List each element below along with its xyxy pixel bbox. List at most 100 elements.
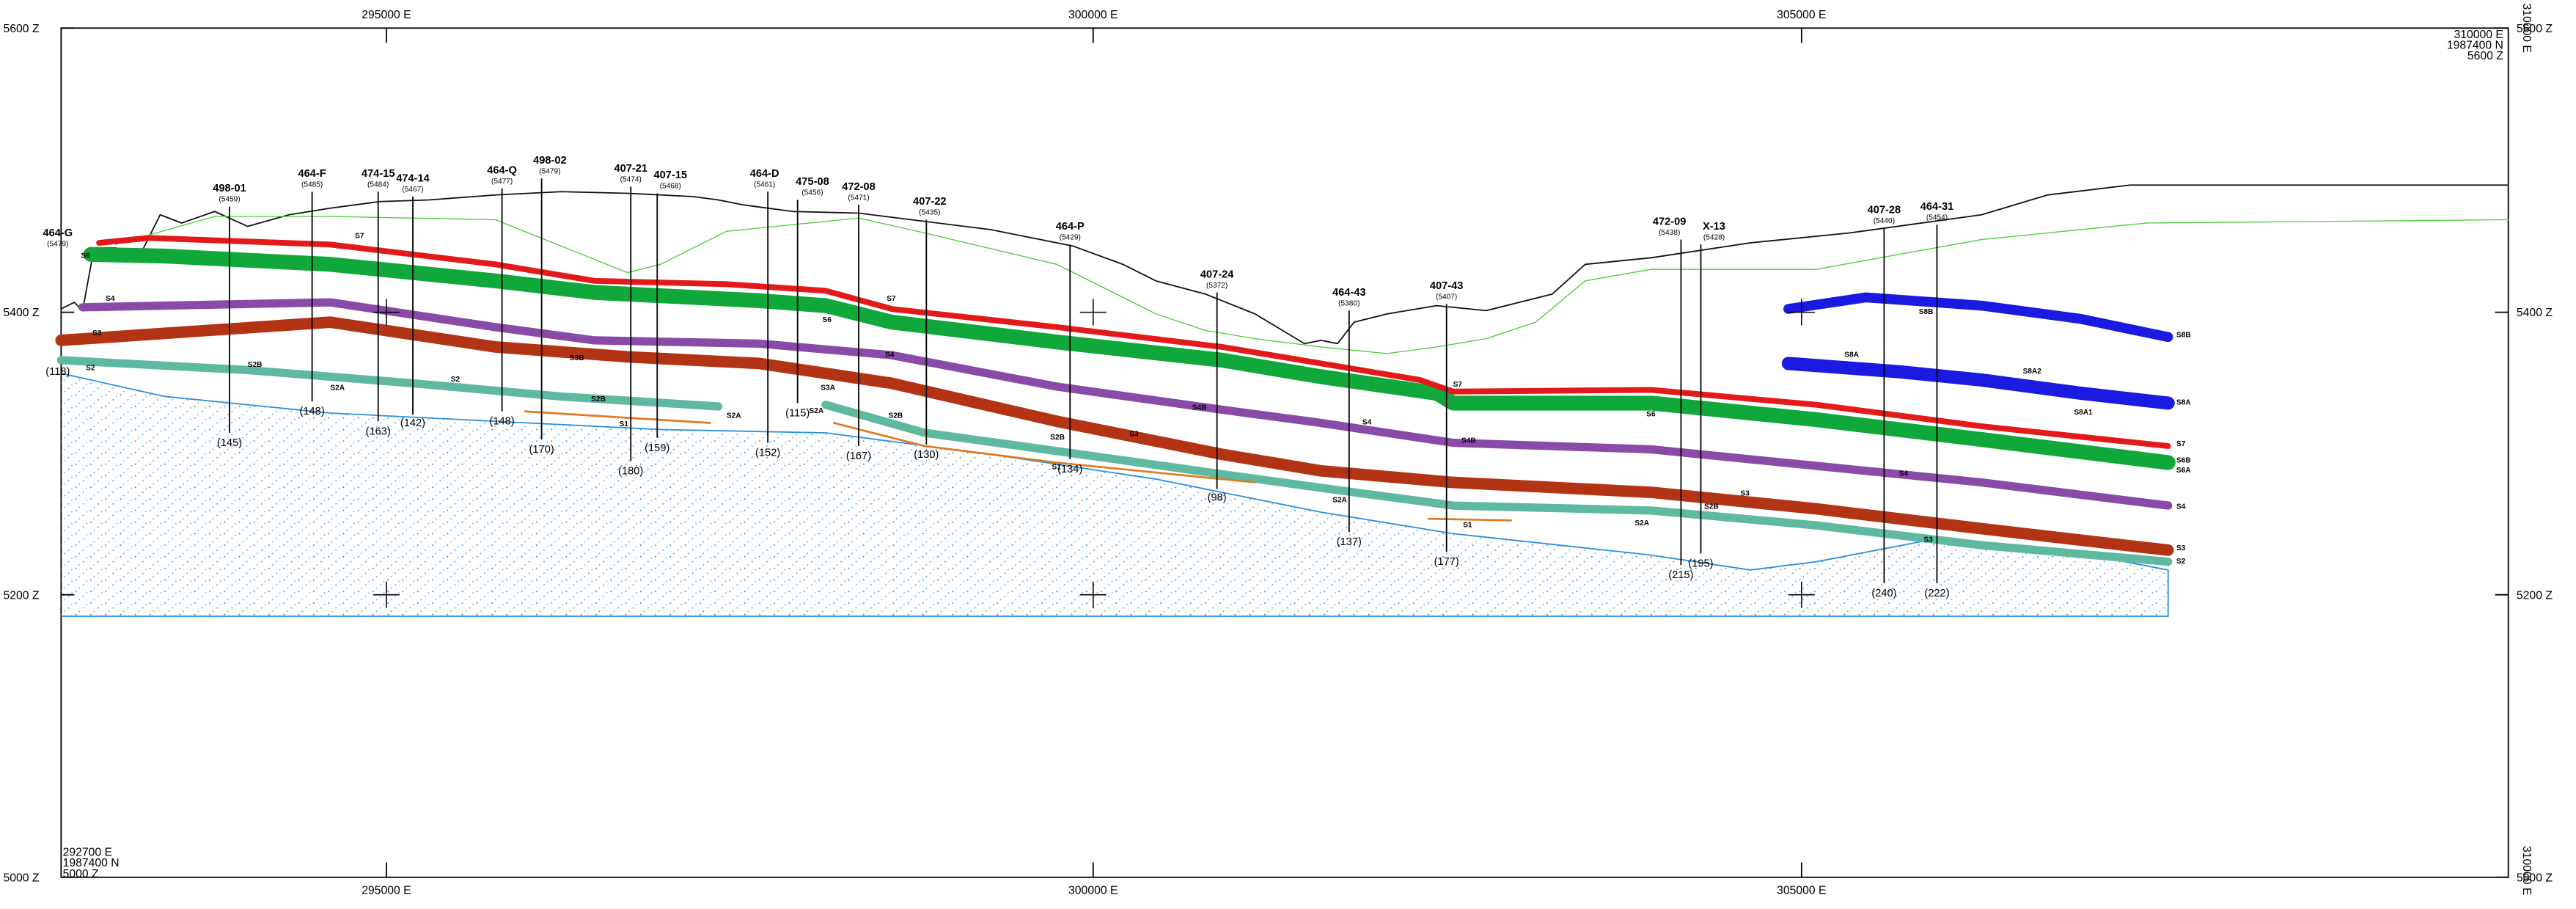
hole-collar: (5380): [1338, 300, 1359, 308]
layer-label: S7: [887, 295, 896, 303]
layer-label: S1: [1463, 521, 1472, 529]
corner-label: 5600 Z: [2467, 50, 2503, 62]
hole-collar: (5456): [801, 189, 823, 197]
hole-collar: (5428): [1703, 234, 1725, 242]
hole-name: 407-22: [913, 196, 947, 208]
hole-name: X-13: [1703, 221, 1725, 233]
hole-depth: (180): [618, 465, 643, 477]
hole-collar: (5479): [47, 241, 68, 249]
hole-depth: (130): [914, 449, 939, 461]
cross-section: 295000 E 295000 E 300000 E 300000 E 305000 E…: [0, 0, 2576, 909]
hole-name: 407-21: [614, 163, 647, 175]
hole-collar: (5459): [219, 196, 240, 204]
layer-label: S4: [1899, 470, 1909, 478]
layer-label: S2A: [1332, 497, 1347, 505]
hole-name: 407-43: [1430, 280, 1464, 292]
hole-name: 498-02: [533, 155, 567, 167]
hole-name: 464-G: [43, 227, 73, 239]
layer-label: S4B: [1461, 437, 1476, 445]
hole-collar: (5435): [919, 209, 940, 217]
layer-label: S1: [1052, 464, 1061, 472]
hole-collar: (5467): [402, 186, 423, 194]
elevation-label: 5600 Z: [4, 23, 40, 35]
edge-label: 310000 E: [2520, 846, 2533, 895]
layer-label: S6: [1646, 410, 1656, 418]
layer-label: S2B: [248, 361, 263, 369]
layer-label: S6A: [2176, 467, 2191, 475]
layer-label: S4: [885, 351, 895, 359]
hole-name: 474-14: [396, 173, 430, 185]
hole-depth: (215): [1668, 569, 1693, 581]
hole-depth: (148): [300, 406, 325, 417]
hole-collar: (5479): [539, 167, 560, 175]
layer-label: S7: [355, 232, 364, 240]
hole-collar: (5407): [1436, 293, 1457, 302]
hole-depth: (170): [529, 444, 554, 456]
easting-label: 295000 E: [362, 884, 411, 897]
edge-label: 310000 E: [2520, 4, 2533, 53]
hole-collar: (5485): [301, 180, 323, 189]
layer-label: S3: [92, 329, 102, 337]
hole-depth: (145): [217, 437, 242, 449]
hole-name: 407-15: [654, 169, 688, 181]
corner-label: 5000 Z: [63, 868, 99, 880]
layer-label: S6: [81, 252, 90, 260]
elevation-label: 5400 Z: [4, 307, 40, 319]
hole-depth: (195): [1688, 558, 1713, 569]
hole-depth: (137): [1337, 536, 1362, 548]
layer-label: S8A2: [2023, 368, 2042, 376]
layer-label: S4: [2176, 503, 2186, 511]
layer-label: S3: [1923, 536, 1933, 544]
layer-label: S4B: [1192, 404, 1207, 412]
seam-s8a: [1788, 363, 2168, 403]
elevation-label: 5200 Z: [2517, 589, 2553, 602]
hole-name: 464-P: [1056, 221, 1085, 233]
easting-label: 300000 E: [1068, 884, 1118, 897]
hole-depth: (118): [45, 366, 70, 378]
elevation-label: 5200 Z: [4, 589, 40, 602]
hole-collar: (5484): [367, 180, 389, 189]
hole-depth: (148): [490, 416, 515, 428]
hole-collar: (5438): [1659, 229, 1680, 237]
hole-depth: (98): [1208, 492, 1227, 503]
hole-depth: (134): [1057, 464, 1082, 475]
layer-label: S2: [86, 364, 95, 372]
hole-depth: (163): [366, 426, 391, 437]
hole-name: 472-08: [842, 181, 876, 193]
easting-label: 300000 E: [1068, 9, 1118, 21]
hole-name: 475-08: [796, 176, 829, 188]
hole-name: 464-Q: [487, 164, 517, 176]
hole-depth: (152): [755, 448, 780, 459]
layer-label: S2B: [591, 395, 606, 404]
hole-name: 407-24: [1200, 269, 1234, 280]
layer-label: S2B: [1704, 503, 1719, 511]
layer-label: S2A: [809, 407, 823, 415]
hole-collar: (5429): [1060, 234, 1081, 242]
hole-name: 472-09: [1653, 216, 1687, 227]
hole-name: 407-28: [1868, 204, 1901, 216]
layer-label: S8A: [2176, 399, 2191, 407]
hole-name: 498-01: [213, 183, 246, 194]
hole-name: 474-15: [362, 168, 395, 180]
layer-label: S3A: [821, 384, 835, 392]
hole-collar: (5477): [491, 178, 513, 186]
hole-depth: (167): [846, 450, 871, 462]
layer-label: S8A1: [2074, 409, 2093, 417]
layer-label: S2: [2176, 558, 2186, 566]
hole-collar: (5471): [848, 194, 869, 202]
easting-label: 305000 E: [1777, 9, 1826, 21]
layer-label: S6: [822, 316, 832, 324]
layer-label: S8A: [1844, 351, 1859, 359]
easting-label: 295000 E: [362, 9, 411, 21]
layer-label: S2A: [1634, 519, 1649, 527]
hole-depth: (115): [785, 407, 810, 419]
elevation-label: 5400 Z: [2517, 307, 2553, 319]
hole-name: 464-31: [1920, 201, 1954, 213]
layer-label: S3: [1741, 490, 1750, 498]
hole-depth: (177): [1434, 556, 1459, 568]
layer-label: S2: [451, 376, 460, 384]
layer-label: S2A: [330, 384, 345, 392]
hole-name: 464-43: [1332, 287, 1366, 299]
layer-label: S3: [2176, 544, 2186, 552]
layer-label: S6B: [2176, 457, 2191, 465]
